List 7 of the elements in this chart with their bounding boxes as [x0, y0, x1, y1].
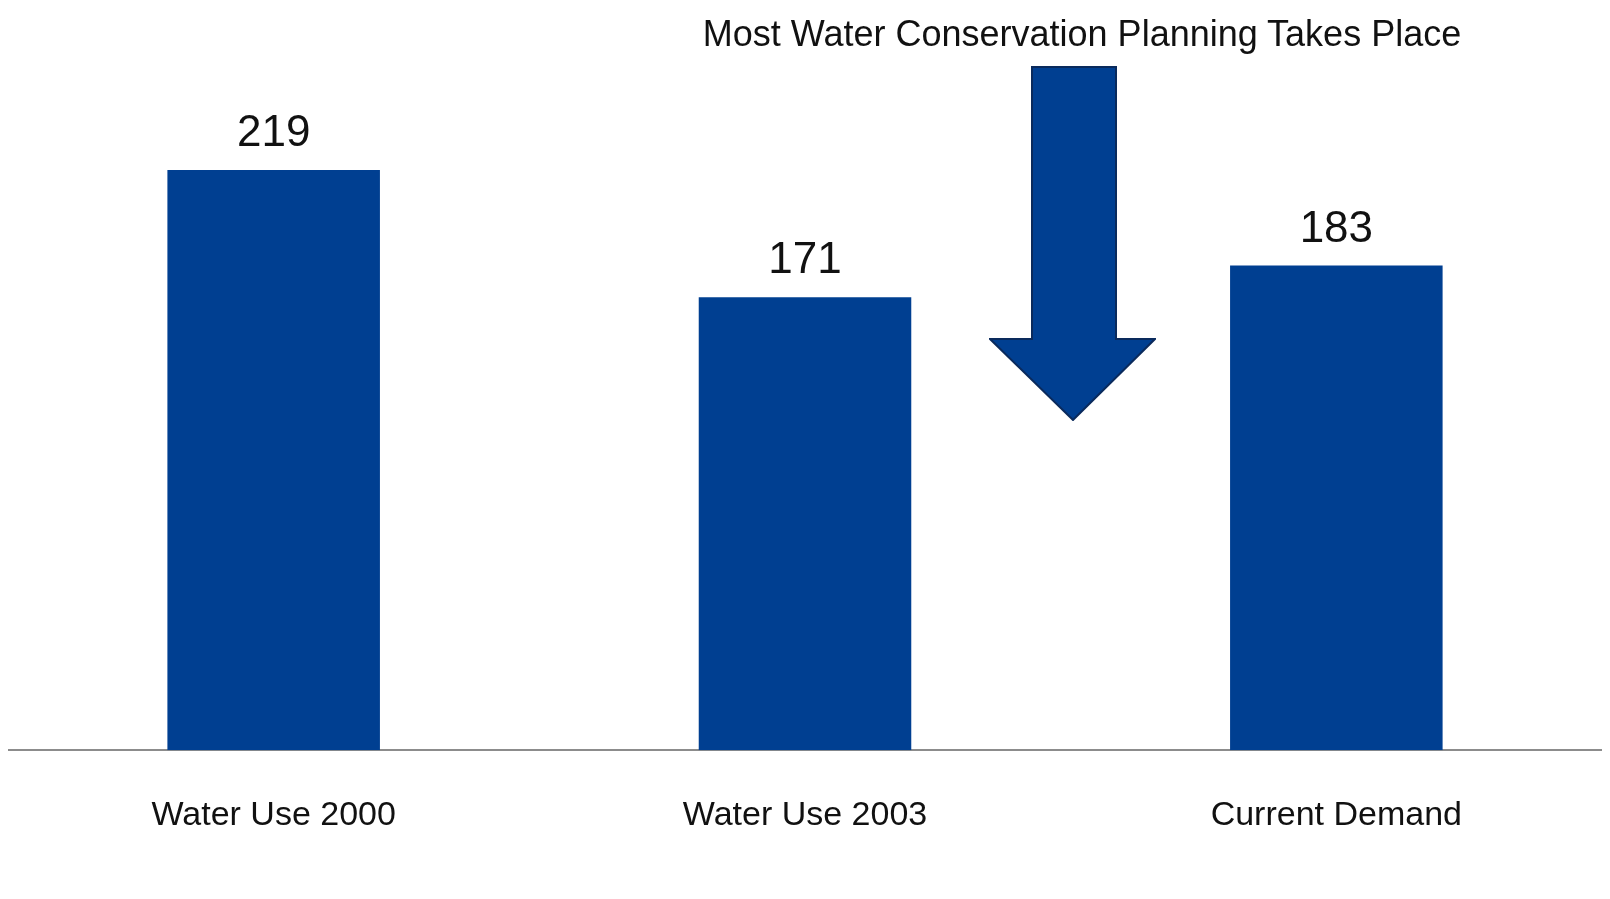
- x-tick-label: Water Use 2000: [151, 793, 396, 832]
- data-label: 171: [768, 233, 842, 283]
- x-tick-label: Water Use 2003: [682, 793, 928, 832]
- data-label: 183: [1299, 201, 1374, 251]
- data-label: 219: [236, 106, 311, 156]
- text: Most Water Conservation Planning Takes Place: [702, 12, 1462, 54]
- x-tick-label: Current Demand: [1210, 793, 1463, 832]
